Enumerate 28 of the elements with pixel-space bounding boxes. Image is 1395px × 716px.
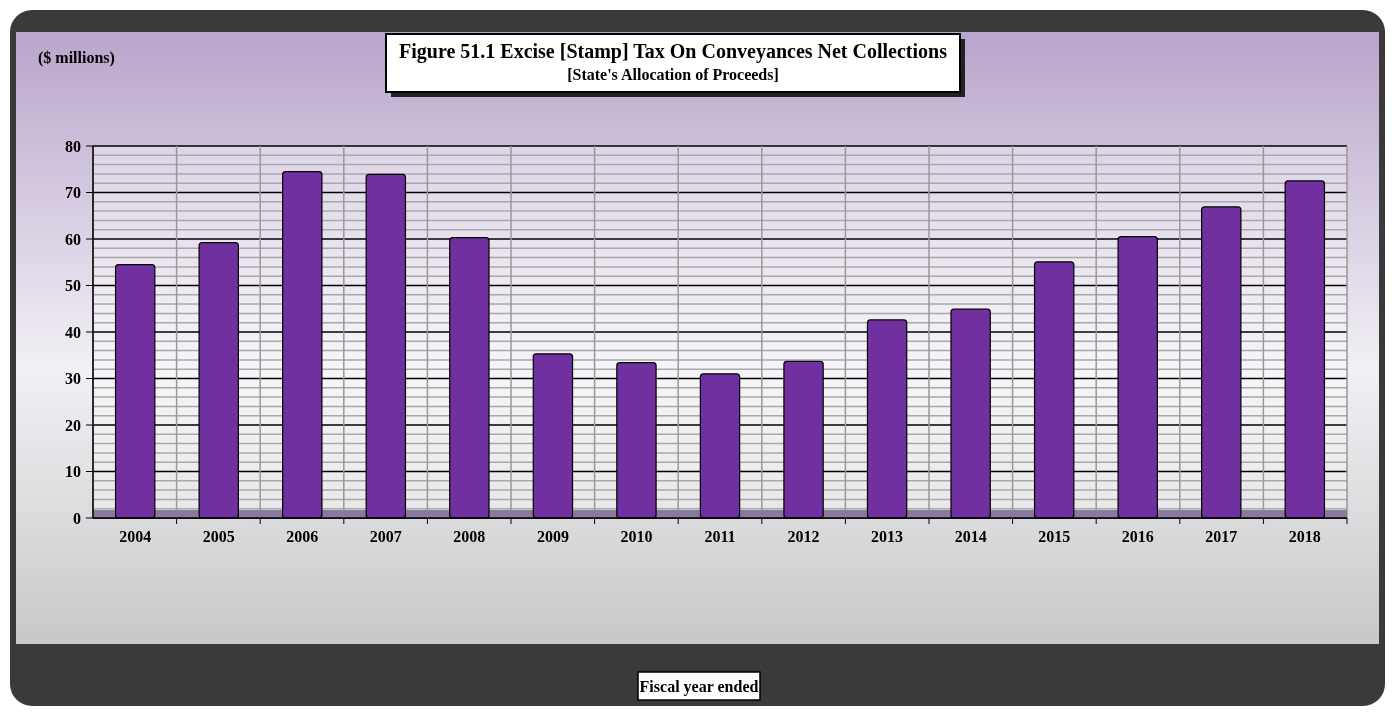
x-tick-label: 2009 [536,528,569,545]
y-tick-label: 80 [65,137,81,155]
x-tick-label: 2018 [1288,528,1321,545]
y-tick-label: 60 [65,230,81,248]
x-tick-label: 2005 [202,528,235,545]
x-tick-label: 2017 [1205,528,1238,545]
y-tick-label: 0 [73,509,81,527]
text: Fiscal year ended [639,678,759,696]
x-tick-label: 2015 [1038,528,1071,545]
x-tick-label: 2016 [1121,528,1154,545]
x-tick-label: 2008 [453,528,486,545]
y-tick-label: 10 [65,463,81,481]
x-tick-label: 2013 [871,528,904,545]
x-tick-label: 2014 [954,528,987,545]
y-tick-label: 40 [65,323,81,341]
x-tick-label: 2004 [119,528,152,545]
y-tick-label: 70 [65,184,81,202]
x-tick-label: 2010 [620,528,653,545]
y-axis-title: ($ millions) [38,49,115,67]
y-tick-label: 20 [65,416,81,434]
x-tick-label: 2012 [787,528,820,545]
y-tick-label: 30 [65,370,81,388]
x-tick-label: 2007 [369,528,402,545]
x-tick-label: 2006 [286,528,319,545]
x-tick-label: 2011 [704,528,736,545]
chart-title: Figure 51.1 Excise [Stamp] Tax On Conveyances Net Collections [399,40,948,63]
y-tick-label: 50 [65,277,81,295]
chart-subtitle: [State's Allocation of Proceeds] [567,66,779,83]
